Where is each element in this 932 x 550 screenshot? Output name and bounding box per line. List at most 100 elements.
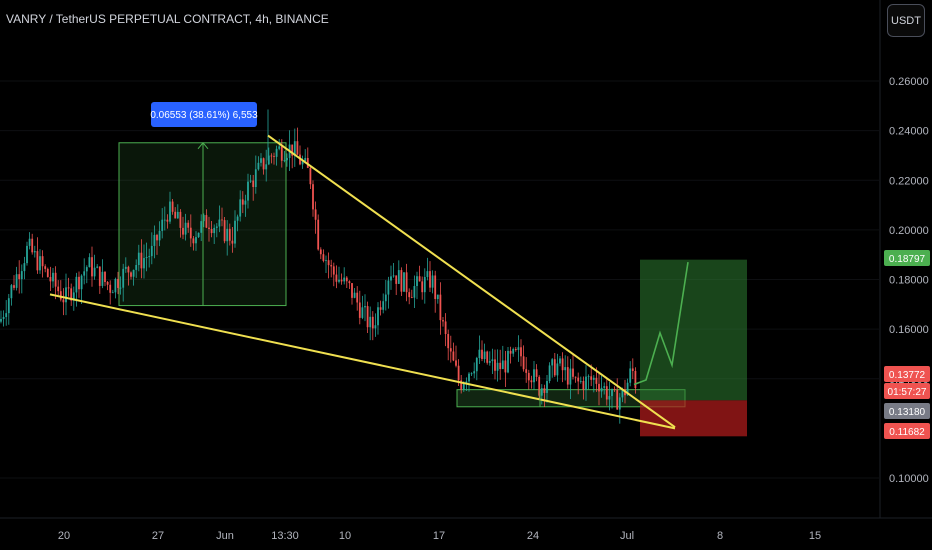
candle-body	[475, 358, 478, 372]
candle-body	[587, 376, 590, 378]
candle-body	[338, 279, 340, 282]
candle-body	[405, 272, 408, 293]
y-tick-label: 0.26000	[889, 76, 929, 88]
price-badges: 0.18797 0.13772 01:57:27 0.13180 0.11682	[884, 250, 930, 439]
candle-body	[98, 266, 101, 286]
candle-body	[442, 320, 444, 322]
x-tick-label: 27	[152, 530, 164, 542]
candle-body	[114, 278, 117, 293]
price-badge-bg	[884, 403, 930, 419]
candle-body	[379, 307, 382, 310]
candle-body	[28, 238, 31, 246]
candle-body	[325, 260, 327, 261]
candle-body	[2, 316, 5, 320]
candle-body	[395, 275, 398, 284]
candle-body	[421, 281, 424, 293]
candle-body	[23, 263, 26, 272]
candle-body	[208, 227, 210, 229]
candle-body	[540, 388, 543, 396]
candle-body	[176, 211, 179, 219]
candle-body	[556, 363, 559, 376]
candle-body	[434, 275, 437, 299]
candle-body	[452, 351, 455, 361]
candle-body	[111, 292, 114, 294]
measure-label-text: 0.06553 (38.61%) 6,553	[150, 110, 258, 121]
candle-body	[236, 216, 239, 221]
candle-body	[483, 351, 486, 360]
candle-body	[426, 271, 429, 277]
candle-body	[49, 276, 52, 282]
y-tick-label: 0.18000	[889, 275, 929, 287]
candle-body	[52, 272, 54, 282]
candle-body	[166, 219, 169, 222]
candle-body	[371, 316, 374, 329]
candle-body	[270, 155, 273, 157]
candle-body	[592, 377, 595, 380]
candle-body	[397, 270, 400, 284]
candle-body	[447, 334, 450, 349]
candle-body	[566, 367, 569, 385]
candles	[0, 109, 637, 424]
candle-body	[293, 141, 296, 156]
candle-body	[46, 268, 49, 277]
candle-body	[109, 284, 112, 293]
candle-body	[182, 227, 184, 235]
candle-body	[41, 256, 44, 267]
candle-body	[132, 269, 135, 277]
candle-body	[530, 380, 533, 383]
candle-body	[54, 272, 57, 287]
candle-body	[62, 299, 65, 303]
candle-body	[145, 257, 148, 259]
candle-body	[241, 199, 244, 205]
candle-body	[486, 351, 489, 363]
candle-body	[93, 267, 96, 277]
candle-body	[327, 260, 330, 266]
candle-body	[559, 358, 561, 364]
candle-body	[585, 376, 587, 390]
lower-trendline	[49, 293, 676, 430]
candle-body	[244, 200, 247, 205]
candle-body	[189, 227, 192, 239]
x-tick-label: 13:30	[271, 530, 299, 542]
price-badge-text: 01:57:27	[888, 387, 927, 398]
candle-body	[332, 266, 335, 275]
candle-body	[408, 292, 411, 298]
candle-body	[80, 275, 83, 290]
candle-body	[626, 382, 629, 396]
candle-body	[533, 369, 535, 383]
measure-arrow-head	[197, 142, 209, 150]
candle-body	[499, 362, 502, 370]
candle-body	[247, 181, 249, 201]
candle-body	[291, 144, 294, 156]
price-badge-bg	[884, 423, 930, 439]
candle-body	[429, 271, 431, 288]
candle-body	[564, 367, 567, 371]
currency-button[interactable]: USDT	[887, 4, 925, 37]
projection-path	[633, 262, 689, 386]
candle-body	[179, 211, 182, 228]
candle-body	[543, 388, 546, 393]
candle-body	[481, 349, 483, 360]
candle-body	[410, 297, 413, 298]
candle-body	[143, 258, 145, 269]
candle-body	[351, 283, 353, 298]
candle-body	[618, 397, 621, 410]
candle-body	[343, 277, 346, 282]
symbol-title: VANRY / TetherUS PERPETUAL CONTRACT, 4h,…	[6, 12, 329, 26]
x-tick-label: 15	[809, 530, 821, 542]
y-tick-label: 0.22000	[889, 175, 929, 187]
price-badge-text: 0.11682	[889, 427, 925, 438]
candle-body	[353, 292, 356, 298]
candle-body	[345, 277, 348, 282]
candle-body	[119, 287, 122, 289]
candle-body	[520, 347, 522, 357]
candle-body	[10, 285, 13, 299]
candle-body	[265, 164, 268, 170]
candle-body	[501, 360, 504, 370]
x-tick-label: 10	[339, 530, 351, 542]
candle-body	[468, 373, 470, 382]
candle-body	[231, 240, 234, 244]
time-axis[interactable]: 20 27 Jun 13:30 10 17 24 Jul 8 15	[58, 530, 821, 542]
candle-body	[413, 286, 416, 298]
